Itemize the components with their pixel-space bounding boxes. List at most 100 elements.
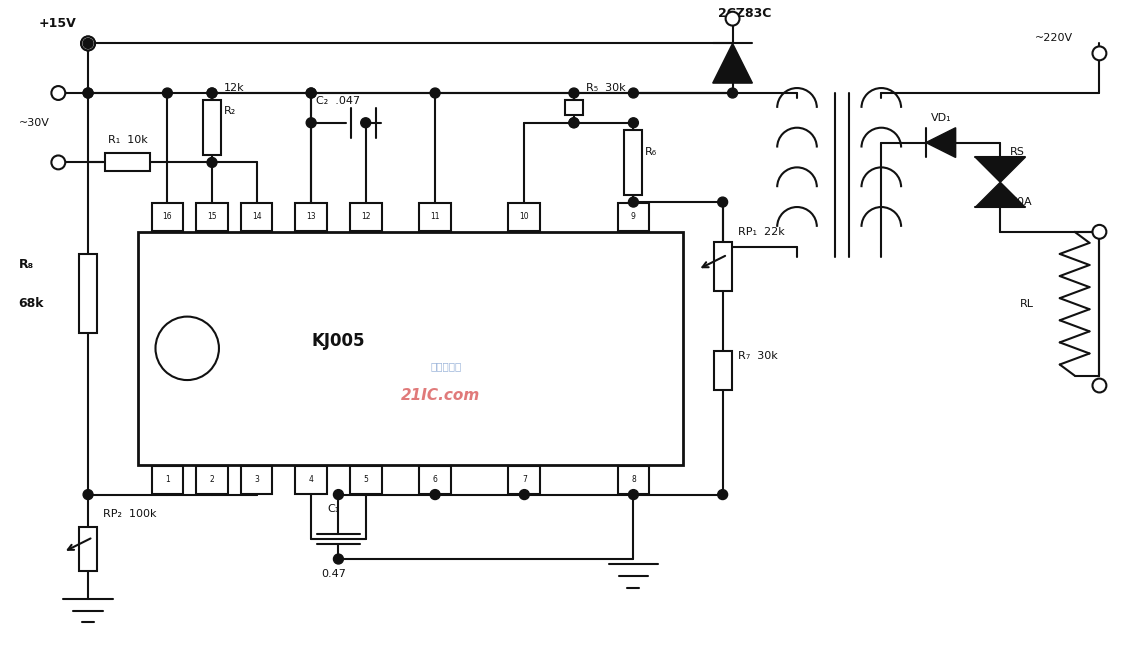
Circle shape xyxy=(430,88,440,98)
Bar xyxy=(296,466,327,493)
Text: KJ005: KJ005 xyxy=(311,332,364,350)
Text: C₁: C₁ xyxy=(327,504,340,514)
Bar xyxy=(240,203,273,231)
Circle shape xyxy=(1093,47,1107,60)
Text: 中国电子网: 中国电子网 xyxy=(430,361,461,371)
Circle shape xyxy=(717,489,728,499)
Bar xyxy=(79,254,97,333)
Bar xyxy=(196,203,228,231)
Text: 50A: 50A xyxy=(1011,197,1032,207)
Circle shape xyxy=(306,88,316,98)
Bar xyxy=(151,466,183,493)
Circle shape xyxy=(628,489,638,499)
Polygon shape xyxy=(976,157,1025,182)
Text: RP₁  22k: RP₁ 22k xyxy=(738,227,784,237)
Text: RL: RL xyxy=(1020,298,1034,309)
Bar xyxy=(151,203,183,231)
Circle shape xyxy=(569,118,579,128)
Bar xyxy=(617,203,650,231)
Text: C₂  .047: C₂ .047 xyxy=(316,96,360,106)
Circle shape xyxy=(52,155,65,169)
Polygon shape xyxy=(713,43,752,83)
Bar xyxy=(350,203,381,231)
Text: 9: 9 xyxy=(631,213,636,222)
Circle shape xyxy=(334,489,343,499)
Text: 15: 15 xyxy=(208,213,217,222)
Bar xyxy=(509,203,540,231)
Text: 7: 7 xyxy=(522,475,527,484)
Bar xyxy=(296,203,327,231)
Text: 10: 10 xyxy=(520,213,529,222)
Circle shape xyxy=(52,86,65,100)
Bar xyxy=(350,466,381,493)
Text: 5: 5 xyxy=(363,475,368,484)
Circle shape xyxy=(83,489,92,499)
Circle shape xyxy=(569,118,579,128)
Circle shape xyxy=(628,197,638,207)
Polygon shape xyxy=(926,128,955,157)
Circle shape xyxy=(83,39,92,49)
Circle shape xyxy=(208,157,217,167)
Bar xyxy=(625,130,642,195)
Bar xyxy=(714,351,732,390)
Text: R₇  30k: R₇ 30k xyxy=(738,351,777,361)
Circle shape xyxy=(208,88,217,98)
Text: 16: 16 xyxy=(162,213,173,222)
Circle shape xyxy=(1093,379,1107,392)
Text: 68k: 68k xyxy=(19,297,44,310)
Text: 12k: 12k xyxy=(223,83,245,93)
Text: RP₂  100k: RP₂ 100k xyxy=(103,510,157,520)
Circle shape xyxy=(208,88,217,98)
Circle shape xyxy=(361,118,371,128)
Text: 2: 2 xyxy=(210,475,214,484)
Bar xyxy=(105,154,150,171)
Bar xyxy=(420,203,451,231)
Bar xyxy=(240,466,273,493)
Text: R₁  10k: R₁ 10k xyxy=(108,134,148,144)
Bar xyxy=(565,100,583,115)
Text: 11: 11 xyxy=(431,213,440,222)
Bar xyxy=(509,466,540,493)
Circle shape xyxy=(83,88,92,98)
Circle shape xyxy=(81,37,95,51)
Circle shape xyxy=(569,88,579,98)
Text: 6: 6 xyxy=(433,475,438,484)
Circle shape xyxy=(725,12,740,26)
Text: ~220V: ~220V xyxy=(1036,33,1073,43)
Circle shape xyxy=(1093,225,1107,239)
Text: +15V: +15V xyxy=(38,17,77,30)
Circle shape xyxy=(728,88,738,98)
Text: R₈: R₈ xyxy=(19,258,34,270)
Text: ~30V: ~30V xyxy=(19,118,50,128)
Bar xyxy=(196,466,228,493)
Bar xyxy=(714,242,732,291)
Circle shape xyxy=(156,317,219,380)
Text: R₅  30k: R₅ 30k xyxy=(585,83,625,93)
Text: R₆: R₆ xyxy=(645,148,658,157)
Bar xyxy=(617,466,650,493)
Circle shape xyxy=(628,88,638,98)
Circle shape xyxy=(430,489,440,499)
Circle shape xyxy=(162,88,173,98)
Circle shape xyxy=(83,88,92,98)
Text: 0.47: 0.47 xyxy=(321,569,346,579)
Bar xyxy=(79,527,97,571)
Circle shape xyxy=(306,88,316,98)
Circle shape xyxy=(306,118,316,128)
Text: RS: RS xyxy=(1011,148,1025,157)
Bar xyxy=(138,232,682,465)
Circle shape xyxy=(334,554,343,564)
Circle shape xyxy=(717,197,728,207)
Polygon shape xyxy=(976,182,1025,207)
Text: 12: 12 xyxy=(361,213,370,222)
Bar xyxy=(203,100,221,155)
Text: 1: 1 xyxy=(165,475,169,484)
Text: 4: 4 xyxy=(309,475,314,484)
Text: 2CZ83C: 2CZ83C xyxy=(717,7,772,20)
Bar xyxy=(420,466,451,493)
Text: 21IC.com: 21IC.com xyxy=(400,388,479,403)
Text: VD₁: VD₁ xyxy=(931,113,952,123)
Text: 3: 3 xyxy=(254,475,259,484)
Circle shape xyxy=(519,489,529,499)
Text: 14: 14 xyxy=(252,213,262,222)
